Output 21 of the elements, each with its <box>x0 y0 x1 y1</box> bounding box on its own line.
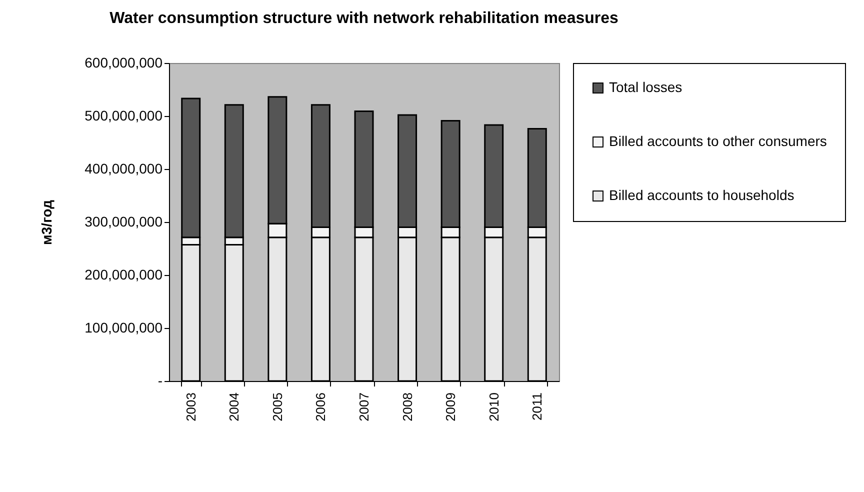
y-tick-label: 200,000,000 <box>84 266 163 282</box>
x-tick-label: 2008 <box>400 392 415 422</box>
x-tick-label: 2007 <box>356 392 372 422</box>
legend-label: Billed accounts to households <box>609 187 794 203</box>
y-tick-label: 400,000,000 <box>84 160 163 176</box>
x-tick-label: 2011 <box>530 392 545 420</box>
x-tick-label: 2005 <box>270 392 285 422</box>
y-tick-label: - <box>158 372 163 388</box>
y-axis-title: м3/год <box>38 200 55 245</box>
chart-title: Water consumption structure with network rehabilitation measures <box>110 10 619 27</box>
legend-label: Billed accounts to other consumers <box>609 133 827 149</box>
y-tick-label: 100,000,000 <box>84 320 163 336</box>
x-tick-label: 2006 <box>313 392 328 422</box>
y-tick-label: 600,000,000 <box>84 54 163 70</box>
y-tick-label: 300,000,000 <box>84 214 163 230</box>
x-tick-label: 2010 <box>486 392 502 422</box>
x-tick-label: 2004 <box>226 392 242 422</box>
legend-label: Total losses <box>609 79 682 95</box>
x-tick-label: 2009 <box>443 392 458 422</box>
x-tick-label: 2003 <box>183 392 198 422</box>
y-tick-label: 500,000,000 <box>84 108 163 124</box>
